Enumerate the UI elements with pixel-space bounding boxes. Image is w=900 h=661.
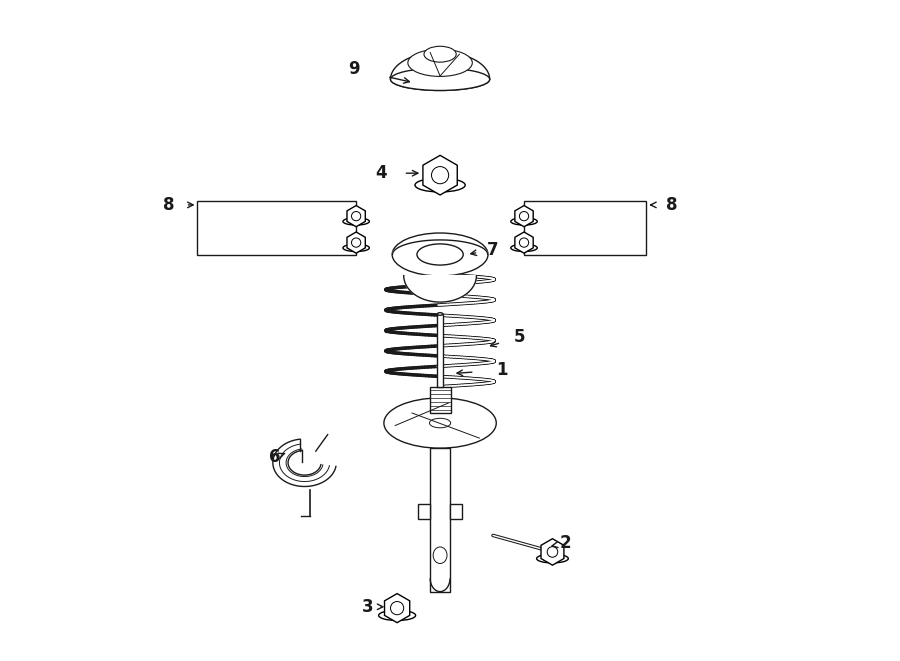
Bar: [418, 504, 430, 519]
Ellipse shape: [391, 68, 490, 91]
Polygon shape: [515, 206, 533, 227]
Ellipse shape: [408, 49, 472, 77]
Ellipse shape: [429, 418, 451, 428]
Ellipse shape: [511, 218, 537, 225]
Text: 8: 8: [163, 196, 175, 214]
Polygon shape: [347, 206, 365, 227]
Bar: [450, 504, 462, 519]
Ellipse shape: [392, 233, 488, 276]
Polygon shape: [515, 232, 533, 253]
Polygon shape: [347, 232, 365, 253]
Ellipse shape: [433, 547, 447, 563]
Text: 6: 6: [269, 448, 281, 467]
Text: 2: 2: [560, 534, 572, 553]
Ellipse shape: [415, 178, 465, 192]
Polygon shape: [404, 276, 476, 302]
Polygon shape: [392, 240, 488, 254]
Bar: [429, 387, 451, 413]
Bar: [197, 201, 356, 255]
Ellipse shape: [424, 46, 456, 62]
Ellipse shape: [536, 554, 568, 563]
Text: 3: 3: [362, 598, 374, 616]
Bar: [524, 201, 646, 255]
Ellipse shape: [417, 244, 464, 265]
Ellipse shape: [379, 610, 416, 621]
Ellipse shape: [437, 313, 443, 315]
Ellipse shape: [391, 68, 490, 91]
Ellipse shape: [384, 398, 496, 448]
Text: 7: 7: [487, 241, 499, 259]
Text: 9: 9: [348, 60, 360, 79]
Text: 8: 8: [666, 196, 677, 214]
Polygon shape: [384, 594, 410, 623]
Text: 4: 4: [374, 164, 386, 182]
Bar: [437, 314, 443, 387]
Ellipse shape: [511, 245, 537, 251]
Ellipse shape: [343, 218, 369, 225]
Text: 5: 5: [514, 328, 526, 346]
Ellipse shape: [343, 245, 369, 251]
Polygon shape: [391, 52, 490, 79]
Polygon shape: [541, 539, 564, 565]
Bar: [430, 448, 450, 592]
Polygon shape: [423, 155, 457, 195]
Text: 1: 1: [496, 361, 508, 379]
